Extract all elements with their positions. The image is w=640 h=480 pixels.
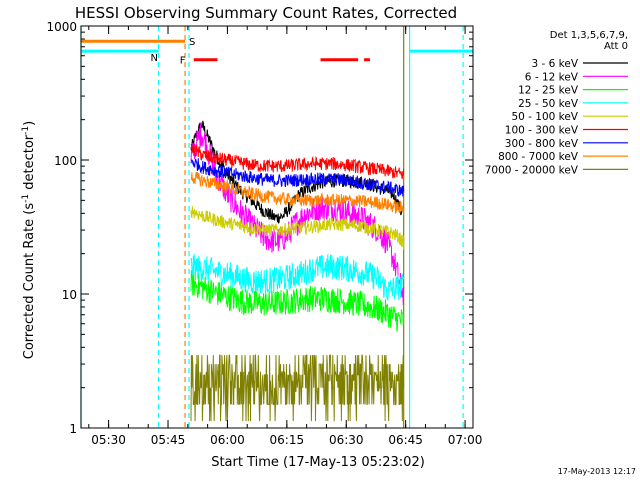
legend-entry-label: 6 - 12 keV — [525, 71, 579, 83]
x-tick-label: 05:30 — [91, 433, 126, 447]
y-axis-label: Corrected Count Rate (s-1 detector-1) — [21, 121, 37, 359]
x-tick-label: 07:00 — [448, 433, 483, 447]
legend-entry-label: 7000 - 20000 keV — [485, 164, 579, 176]
footer-timestamp: 17-May-2013 12:17 — [558, 467, 636, 476]
series-line-7 — [190, 172, 405, 216]
series-line-4 — [190, 206, 405, 250]
series-line-3 — [190, 253, 405, 301]
state-flag-label-N: N — [151, 53, 158, 64]
flare-flag-label: F — [180, 56, 186, 67]
legend-entry-label: 800 - 7000 keV — [498, 151, 579, 163]
series-line-8 — [190, 354, 405, 422]
plot-area: N SF 05:30 05:45 06:00 06:15 06:30 06:45 07:00 1 1… — [46, 20, 482, 447]
y-tick-label: 1 — [69, 422, 77, 436]
legend-header-line: Att 0 — [604, 41, 628, 52]
x-tick-label: 06:00 — [210, 433, 245, 447]
chart-title: HESSI Observing Summary Count Rates, Cor… — [75, 4, 457, 22]
legend-entry-label: 12 - 25 keV — [518, 85, 579, 97]
plot-frame — [80, 25, 474, 429]
legend-header-line: Det 1,3,5,6,7,9, — [550, 30, 628, 41]
x-axis-label: Start Time (17-May-13 05:23:02) — [211, 455, 425, 470]
series-line-6 — [190, 158, 405, 197]
legend-entry-label: 25 - 50 keV — [518, 98, 579, 110]
legend-entry-label: 300 - 800 keV — [505, 138, 579, 150]
x-tick-label: 06:15 — [270, 433, 305, 447]
y-tick-label: 10 — [62, 288, 77, 302]
y-tick-label: 100 — [54, 154, 77, 168]
y-tick-label: 1000 — [46, 20, 77, 34]
legend-entry-label: 100 - 300 keV — [505, 125, 579, 137]
x-tick-label: 06:45 — [388, 433, 423, 447]
x-tick-label: 06:30 — [329, 433, 364, 447]
legend-entry-label: 3 - 6 keV — [531, 58, 578, 70]
legend-entry-label: 50 - 100 keV — [511, 111, 578, 123]
series-line-5 — [190, 143, 405, 180]
x-tick-label: 05:45 — [151, 433, 186, 447]
series-line-2 — [190, 269, 405, 332]
state-flag-label-S: S — [189, 37, 195, 48]
